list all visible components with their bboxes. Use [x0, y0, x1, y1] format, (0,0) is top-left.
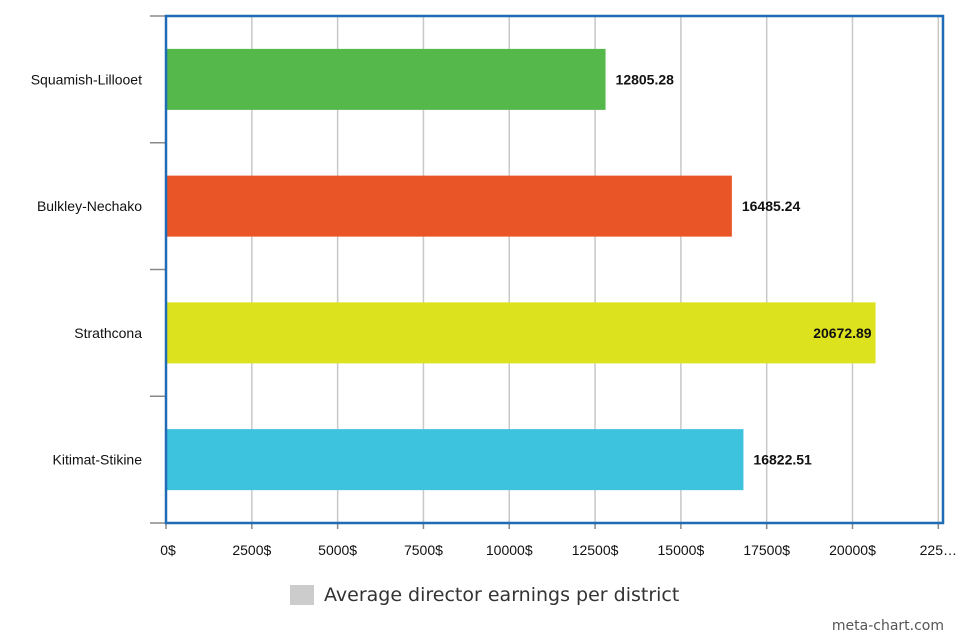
- bars: [166, 48, 876, 491]
- labels: Squamish-Lillooet 12805.28 Bulkley-Nechako…: [31, 71, 957, 558]
- x-tick-label: 20000$: [829, 542, 876, 558]
- bar-kitimat-stikine: [166, 429, 744, 491]
- data-label: 20672.89: [813, 325, 872, 341]
- bar-strathcona: [166, 302, 876, 364]
- legend[interactable]: Average director earnings per district: [290, 584, 679, 606]
- data-label: 12805.28: [616, 71, 675, 87]
- category-label: Kitimat-Stikine: [53, 452, 143, 468]
- x-tick-label: 2500$: [232, 542, 271, 558]
- x-tick-label: 12500$: [572, 542, 619, 558]
- x-tick-label: 225…: [920, 542, 957, 558]
- x-tick-label: 10000$: [486, 542, 533, 558]
- x-tick-label: 5000$: [318, 542, 357, 558]
- x-tick-label: 15000$: [658, 542, 705, 558]
- x-tick-label: 0$: [160, 542, 176, 558]
- data-label: 16485.24: [742, 198, 801, 214]
- category-label: Squamish-Lillooet: [31, 71, 142, 87]
- plot-border: [164, 14, 945, 525]
- legend-swatch: [290, 585, 314, 605]
- meta-chart-credit: meta-chart.com: [831, 618, 944, 634]
- bar-bulkley-nechako: [166, 175, 732, 237]
- x-tick-label: 17500$: [743, 542, 790, 558]
- x-tick-label: 7500$: [404, 542, 443, 558]
- plot-frame: [164, 14, 945, 525]
- category-label: Bulkley-Nechako: [37, 198, 142, 214]
- category-label: Strathcona: [74, 325, 142, 341]
- data-label: 16822.51: [753, 452, 812, 468]
- legend-label: Average director earnings per district: [324, 584, 680, 606]
- bar-squamish-lillooet: [166, 48, 606, 110]
